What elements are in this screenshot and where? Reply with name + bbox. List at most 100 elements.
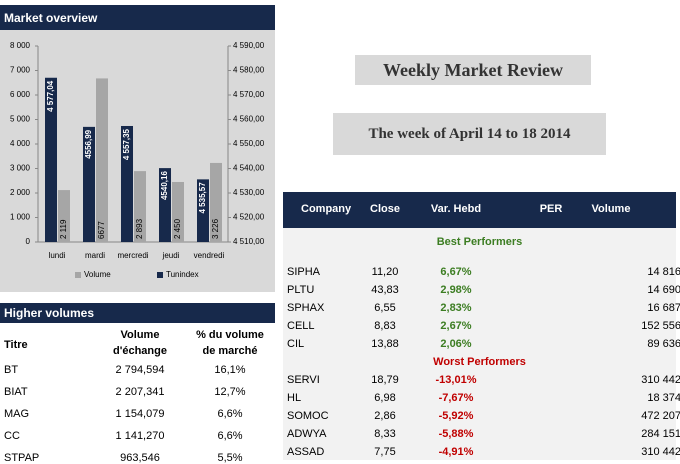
x-tick-label: vendredi xyxy=(194,251,225,260)
y-tick-label: 5 000 xyxy=(10,115,31,124)
legend-label: Tunindex xyxy=(166,270,199,279)
table-cell: 2 794,594 xyxy=(115,364,165,376)
y2-tick-label: 4 520,00 xyxy=(233,213,265,222)
value-label: 2 119 xyxy=(59,219,68,239)
y-tick-label: 3 000 xyxy=(10,164,31,173)
column-header: Close xyxy=(370,203,400,215)
table-cell: 6,6% xyxy=(217,430,243,442)
table-cell: -4,91% xyxy=(438,446,474,458)
review-title: Weekly Market Review xyxy=(355,55,591,85)
x-tick-label: jeudi xyxy=(162,251,180,260)
table-header: Company Close Var. Hebd PER Volume xyxy=(283,192,676,228)
table-cell: SOMOC xyxy=(287,410,329,422)
table-cell: 6,98 xyxy=(374,392,396,404)
x-tick-label: mercredi xyxy=(117,251,148,260)
table-cell: 8,83 xyxy=(374,320,396,332)
table-cell: -5,92% xyxy=(438,410,474,422)
column-header: Titre xyxy=(4,339,28,351)
y2-tick-label: 4 580,00 xyxy=(233,66,265,75)
table-cell: 14 690 xyxy=(647,284,680,296)
table-cell: 2,83% xyxy=(440,302,472,314)
column-header: Company xyxy=(301,203,352,215)
value-label: 6677 xyxy=(97,221,106,239)
panel-header: Higher volumes xyxy=(0,303,275,323)
bar xyxy=(121,125,133,242)
table-cell: 6,67% xyxy=(440,266,472,278)
table-cell: CC xyxy=(4,430,20,442)
table-cell: 13,88 xyxy=(371,338,399,350)
y2-tick-label: 4 570,00 xyxy=(233,90,265,99)
table-cell: 1 154,079 xyxy=(115,408,165,420)
y2-tick-label: 4 560,00 xyxy=(233,115,265,124)
y-tick-label: 1 000 xyxy=(10,213,31,222)
y2-tick-label: 4 510,00 xyxy=(233,237,265,246)
column-header: Volume xyxy=(591,203,631,215)
table-cell: 1 141,270 xyxy=(115,430,165,442)
value-label: 4 557,35 xyxy=(122,128,131,160)
table-cell: 18,79 xyxy=(371,374,399,386)
value-label: 4 535,57 xyxy=(198,182,207,214)
y-tick-label: 4 000 xyxy=(10,139,31,148)
table-cell: SPHAX xyxy=(287,302,325,314)
table-cell: 8,33 xyxy=(374,428,396,440)
chart: 0 1 000 2 000 3 000 4 000 5 000 6 000 7 000 8 00… xyxy=(0,30,275,292)
table-cell: 2 207,341 xyxy=(115,386,165,398)
x-tick-label: mardi xyxy=(85,251,105,260)
review-subtitle: The week of April 14 to 18 2014 xyxy=(333,113,606,155)
table-cell: 472 207 xyxy=(641,410,680,422)
table-cell: 2,98% xyxy=(440,284,472,296)
value-label: 2 893 xyxy=(135,218,144,239)
y-tick-label: 2 000 xyxy=(10,188,31,197)
column-header: PER xyxy=(539,203,563,215)
bar xyxy=(58,190,70,242)
table-cell: MAG xyxy=(4,408,30,420)
section-label: Worst Performers xyxy=(433,356,526,368)
bar xyxy=(197,179,209,242)
bar xyxy=(83,126,95,242)
value-label: 2 450 xyxy=(173,218,182,239)
table-cell: STPAP xyxy=(4,452,40,464)
table-cell: SIPHA xyxy=(287,266,321,278)
volumes-table: Titre Volume d'échange % du volume de marc… xyxy=(0,323,275,464)
y2-tick-label: 4 590,00 xyxy=(233,41,265,50)
bar xyxy=(210,162,222,242)
table-cell: PLTU xyxy=(287,284,315,296)
legend-label: Volume xyxy=(84,270,111,279)
value-label: 4 577,04 xyxy=(46,80,55,112)
bar xyxy=(45,77,57,242)
y2-tick-label: 4 550,00 xyxy=(233,139,265,148)
value-label: 3 226 xyxy=(211,218,220,239)
column-header: Volume d'échange xyxy=(113,329,167,357)
y2-tick-label: 4 540,00 xyxy=(233,164,265,173)
table-cell: 11,20 xyxy=(371,266,399,278)
table-cell: 12,7% xyxy=(214,386,246,398)
x-tick-label: lundi xyxy=(49,251,66,260)
legend-swatch xyxy=(75,272,81,278)
table-cell: 2,86 xyxy=(374,410,396,422)
table-cell: SERVI xyxy=(287,374,320,386)
table-cell: ASSAD xyxy=(287,446,325,458)
table-cell: CIL xyxy=(287,338,305,350)
bar xyxy=(134,171,146,242)
table-cell: 16,1% xyxy=(214,364,246,376)
table-cell: 16 687 xyxy=(647,302,680,314)
table-cell: 43,83 xyxy=(371,284,399,296)
table-cell: 18 374 xyxy=(647,392,680,404)
table-cell: 6,55 xyxy=(374,302,396,314)
value-label: 4540,16 xyxy=(160,171,169,200)
y-tick-label: 0 xyxy=(26,237,31,246)
table-cell: -13,01% xyxy=(435,374,477,386)
y-tick-label: 7 000 xyxy=(10,66,31,75)
value-label: 4556,99 xyxy=(84,129,93,158)
table-cell: HL xyxy=(287,392,302,404)
table-cell: ADWYA xyxy=(287,428,327,440)
table-cell: 2,67% xyxy=(440,320,472,332)
table-cell: 89 636 xyxy=(647,338,680,350)
table-cell: 284 151 xyxy=(641,428,680,440)
y-tick-label: 8 000 xyxy=(10,41,31,50)
bar xyxy=(159,168,171,242)
section-label: Best Performers xyxy=(436,236,523,248)
table-cell: 2,06% xyxy=(440,338,472,350)
performers-table: Company Close Var. Hebd PER Volume Best Perfo… xyxy=(283,192,680,460)
table-cell: 6,6% xyxy=(217,408,243,420)
